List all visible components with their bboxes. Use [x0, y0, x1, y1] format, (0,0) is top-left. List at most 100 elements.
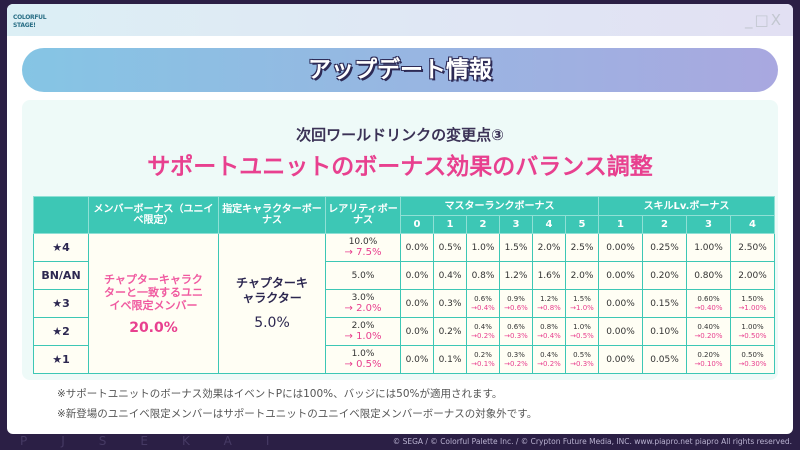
- old-value: 1.2%: [540, 294, 558, 303]
- copyright: © SEGA / © Colorful Palette Inc. / © Cry…: [392, 437, 792, 446]
- master-rank-cell: 0.0%: [400, 317, 434, 346]
- row-label: BN/AN: [33, 261, 89, 290]
- new-value: → 0.5%: [344, 359, 382, 370]
- old-value: 0.40%: [697, 322, 720, 331]
- headline: サポートユニットのボーナス効果のバランス調整: [147, 154, 653, 180]
- old-value: 0.6%: [507, 322, 525, 331]
- rarity-bonus-cell: 2.0% → 1.0%: [325, 317, 401, 346]
- maximize-icon[interactable]: □: [754, 11, 771, 29]
- new-value: →0.50%: [738, 331, 767, 340]
- table-row: ★2 2.0% → 1.0% 0.0% 0.2% 0.4% →0.2% 0.6% →0.3% 0.…: [33, 317, 775, 346]
- skill-level-cell: 0.00%: [598, 233, 643, 262]
- new-value: → 1.0%: [344, 331, 382, 342]
- skill-level-header: 3: [686, 215, 731, 234]
- master-rank-cell: 0.8%: [466, 261, 500, 290]
- skill-level-cell: 1.00% →0.50%: [730, 317, 775, 346]
- table-row: ★4 チャプターキャラクターと一致するユニイベ限定メンバー 20.0% チャプターキャ…: [33, 233, 775, 374]
- rarity-bonus-cell: 5.0%: [325, 261, 401, 290]
- master-rank-cell: 1.5%: [499, 233, 533, 262]
- skill-level-header: 2: [642, 215, 687, 234]
- member-bonus-value: 20.0%: [129, 319, 178, 336]
- master-rank-cell: 0.5% →0.3%: [565, 345, 599, 374]
- window-controls: _□X: [745, 11, 783, 29]
- new-value: →0.10%: [694, 359, 723, 368]
- old-value: 0.4%: [540, 350, 558, 359]
- new-value: →1.0%: [570, 303, 594, 312]
- rarity-bonus-cell: 1.0% → 0.5%: [325, 345, 401, 374]
- rarity-bonus-cell: 10.0% → 7.5%: [325, 233, 401, 262]
- header-skill: スキルLv.ボーナス: [598, 196, 775, 216]
- subtitle: 次回ワールドリンクの変更点③: [296, 126, 504, 144]
- master-rank-cell: 0.0%: [400, 345, 434, 374]
- old-value: 1.5%: [573, 294, 591, 303]
- new-value: →0.2%: [537, 359, 561, 368]
- note-2: ※新登場のユニイベ限定メンバーはサポートユニットのユニイベ限定メンバーボーナスの…: [57, 408, 538, 420]
- master-rank-cell: 0.0%: [400, 289, 434, 318]
- master-rank-cell: 1.2%: [499, 261, 533, 290]
- table-row: ★1 1.0% → 0.5% 0.0% 0.1% 0.2% →0.1% 0.3% →0.2% 0.…: [33, 345, 775, 374]
- header-rarity-bonus: レアリティボーナス: [325, 196, 401, 234]
- master-rank-cell: 0.3% →0.2%: [499, 345, 533, 374]
- master-rank-cell: 0.6% →0.3%: [499, 317, 533, 346]
- old-value: 3.0%: [351, 293, 375, 303]
- skill-level-cell: 1.00%: [686, 233, 731, 262]
- skill-level-cell: 0.20% →0.10%: [686, 345, 731, 374]
- new-value: →0.4%: [537, 331, 561, 340]
- master-rank-cell: 0.9% →0.6%: [499, 289, 533, 318]
- background-watermark: PJSEKAI: [20, 434, 304, 448]
- old-value: 0.2%: [474, 350, 492, 359]
- note-1: ※サポートユニットのボーナス効果はイベントPには100%、バッジには50%が適用…: [57, 388, 503, 400]
- master-rank-cell: 0.3%: [433, 289, 467, 318]
- skill-level-cell: 2.00%: [730, 261, 775, 290]
- skill-level-cell: 2.50%: [730, 233, 775, 262]
- new-value: →0.20%: [694, 331, 723, 340]
- character-bonus-cell: チャプターキャラクター 5.0%: [218, 233, 326, 374]
- skill-level-cell: 0.25%: [642, 233, 687, 262]
- skill-level-cell: 0.50% →0.30%: [730, 345, 775, 374]
- row-label: ★2: [33, 317, 89, 346]
- table-row: BN/AN 5.0% 0.0% 0.4% 0.8% 1.2% 1.6% 2.0% 0.00% 0.…: [33, 261, 775, 290]
- minimize-icon[interactable]: _: [745, 11, 755, 29]
- master-rank-cell: 1.0%: [466, 233, 500, 262]
- old-value: 1.0%: [573, 322, 591, 331]
- header-character-bonus: 指定キャラクターボーナス: [218, 196, 326, 234]
- close-icon[interactable]: X: [770, 11, 783, 29]
- member-bonus-text: チャプターキャラクターと一致するユニイベ限定メンバー: [104, 272, 203, 312]
- new-value: →0.4%: [471, 303, 495, 312]
- master-level-header: 0: [400, 215, 434, 234]
- master-rank-cell: 0.0%: [400, 261, 434, 290]
- game-logo: COLORFUL STAGE!: [13, 14, 47, 29]
- old-value: 2.0%: [351, 321, 375, 331]
- new-value: →0.6%: [504, 303, 528, 312]
- old-value: 0.9%: [507, 294, 525, 303]
- old-value: 0.8%: [540, 322, 558, 331]
- skill-level-cell: 0.15%: [642, 289, 687, 318]
- old-value: 0.5%: [573, 350, 591, 359]
- header-member-bonus: メンバーボーナス（ユニイベ限定）: [88, 196, 219, 234]
- old-value: 10.0%: [348, 237, 378, 247]
- rarity-bonus-cell: 3.0% → 2.0%: [325, 289, 401, 318]
- master-level-header: 2: [466, 215, 500, 234]
- master-level-header: 1: [433, 215, 467, 234]
- master-rank-cell: 0.2% →0.1%: [466, 345, 500, 374]
- old-value: 0.60%: [697, 294, 720, 303]
- new-value: → 2.0%: [344, 303, 382, 314]
- new-value: →0.1%: [471, 359, 495, 368]
- master-level-header: 5: [565, 215, 599, 234]
- master-rank-cell: 0.0%: [400, 233, 434, 262]
- master-rank-cell: 2.5%: [565, 233, 599, 262]
- skill-level-cell: 0.00%: [598, 345, 643, 374]
- skill-level-cell: 0.40% →0.20%: [686, 317, 731, 346]
- master-rank-cell: 0.6% →0.4%: [466, 289, 500, 318]
- row-label: ★4: [33, 233, 89, 262]
- old-value: 0.20%: [697, 350, 720, 359]
- member-bonus-cell: チャプターキャラクターと一致するユニイベ限定メンバー 20.0%: [88, 233, 219, 374]
- master-level-header: 4: [532, 215, 566, 234]
- notes: ※サポートユニットのボーナス効果はイベントPには100%、バッジには50%が適用…: [57, 384, 537, 424]
- old-value: 1.50%: [741, 294, 764, 303]
- title-bar: COLORFUL STAGE! _□X: [7, 4, 793, 36]
- master-rank-cell: 0.2%: [433, 317, 467, 346]
- master-rank-cell: 2.0%: [565, 261, 599, 290]
- old-value: 0.50%: [741, 350, 764, 359]
- master-rank-cell: 1.0% →0.5%: [565, 317, 599, 346]
